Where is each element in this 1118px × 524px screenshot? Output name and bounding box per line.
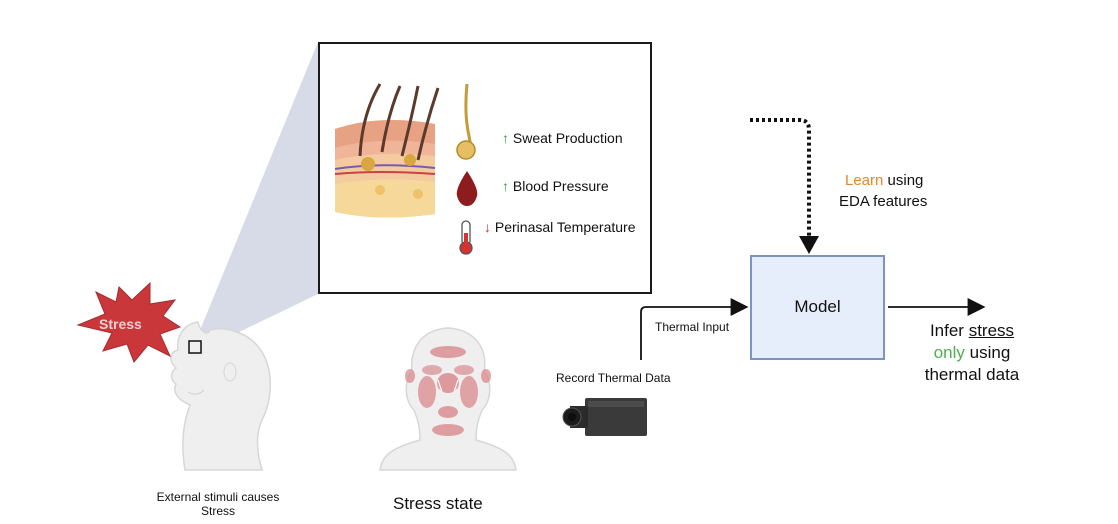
head-caption-line1: External stimuli causes [156, 490, 280, 504]
stress-burst-icon [76, 281, 182, 363]
zoom-wedge [196, 42, 318, 350]
infer-only-word: only [933, 343, 965, 362]
blood-pressure-label: Blood Pressure [512, 178, 609, 194]
stress-face-icon [379, 327, 517, 471]
learn-line2: EDA features [839, 193, 928, 210]
learn-note: Learn using EDA features [839, 170, 927, 212]
model-box: Model [750, 255, 885, 360]
infer-word: Infer [929, 321, 969, 340]
learn-highlight: Learn [845, 172, 884, 189]
stress-burst-label: Stress [99, 316, 142, 332]
sweat-production-label: Sweat Production [512, 130, 623, 146]
perinasal-temperature-label: Perinasal Temperature [494, 219, 636, 235]
head-caption: External stimuli causes Stress [133, 490, 303, 518]
infer-output-text: Infer stress only using thermal data [912, 320, 1032, 386]
physiology-zoom-panel: ↑ Sweat Production ↑ Blood Pressure ↓ Pe… [318, 42, 652, 294]
blood-pressure-item: ↑ Blood Pressure [502, 178, 609, 194]
head-silhouette-icon [170, 321, 271, 471]
record-thermal-data-label: Record Thermal Data [556, 371, 671, 385]
model-label: Model [794, 297, 841, 316]
perinasal-temperature-item: ↓ Perinasal Temperature [484, 219, 636, 235]
learn-path-arrow [750, 118, 811, 240]
learn-rest: using [883, 172, 924, 189]
learn-path-arrowhead [799, 236, 819, 254]
thermal-input-label: Thermal Input [655, 320, 730, 334]
infer-using-word: using [964, 343, 1011, 362]
skin-region-marker [188, 340, 202, 354]
sweat-production-arrow: ↑ [502, 130, 509, 146]
skin-cross-section-icon [334, 83, 478, 255]
infer-stress-word: stress [968, 321, 1015, 340]
perinasal-temperature-arrow: ↓ [484, 219, 491, 235]
sweat-production-item: ↑ Sweat Production [502, 130, 623, 146]
face-caption: Stress state [393, 494, 483, 513]
infer-line3: thermal data [924, 365, 1020, 384]
thermal-camera-icon [562, 398, 647, 436]
blood-pressure-arrow: ↑ [502, 178, 509, 194]
thermal-input-arrow [640, 298, 749, 360]
head-caption-line2: Stress [200, 504, 235, 518]
